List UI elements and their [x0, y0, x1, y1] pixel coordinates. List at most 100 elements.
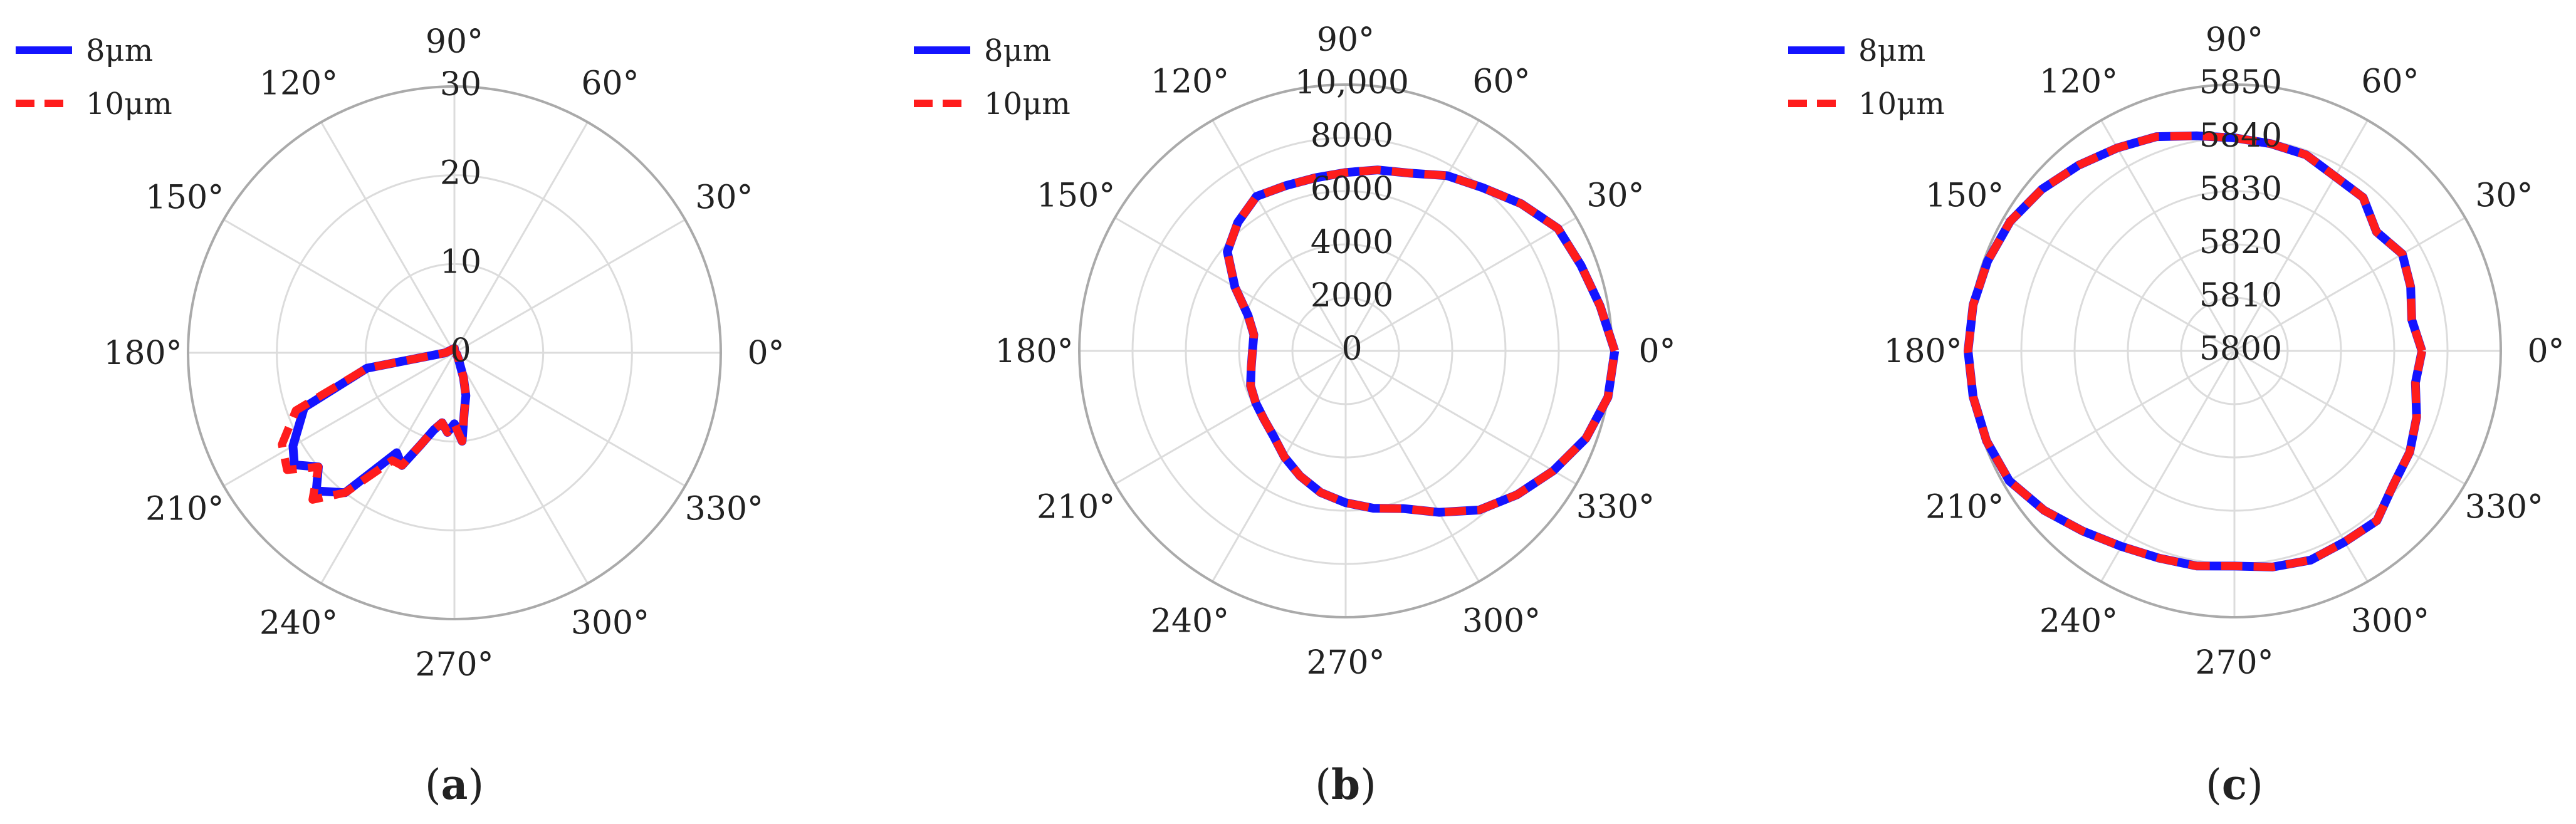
- angle-tick-label: 0°: [1638, 333, 1675, 370]
- grid-spoke: [1114, 350, 1346, 485]
- angle-tick-label: 30°: [1586, 177, 1644, 215]
- radial-tick-label: 8000: [1311, 117, 1393, 155]
- grid-spoke: [320, 352, 456, 584]
- angle-tick-label: 180°: [995, 333, 1073, 370]
- angle-tick-label: 270°: [415, 646, 493, 684]
- angle-tick-label: 180°: [1883, 333, 1962, 370]
- radial-tick-label: 10,000: [1295, 64, 1409, 102]
- angle-tick-label: 300°: [2351, 602, 2429, 640]
- angle-tick-label: 150°: [1037, 177, 1115, 215]
- series-line-1: [1964, 132, 2426, 571]
- angle-tick-label: 60°: [581, 65, 639, 103]
- angle-tick-label: 300°: [1462, 602, 1541, 640]
- radial-tick-label: 0: [1341, 330, 1362, 368]
- radial-tick-label: 30: [440, 66, 481, 103]
- radial-tick-label: 5830: [2199, 170, 2282, 208]
- angle-tick-label: 330°: [685, 491, 763, 528]
- legend-label-0: 8μm: [984, 33, 1051, 68]
- radial-tick-label: 10: [440, 243, 481, 281]
- series-line-1: [278, 344, 470, 504]
- angle-tick-label: 180°: [103, 335, 182, 372]
- grid-spoke: [1212, 120, 1347, 352]
- angle-tick-label: 60°: [1472, 63, 1530, 101]
- legend-label-1: 10μm: [86, 86, 172, 122]
- grid-spoke: [320, 122, 456, 353]
- radial-tick-label: 5840: [2199, 117, 2282, 155]
- polar-chart-a: 01020300°30°60°90°120°150°180°210°240°27…: [16, 23, 785, 809]
- radial-tick-label: 0: [450, 332, 471, 370]
- radial-tick-label: 5810: [2199, 277, 2282, 315]
- grid-ring: [1291, 296, 1400, 405]
- angle-tick-label: 30°: [695, 179, 753, 217]
- legend-label-0: 8μm: [86, 33, 153, 68]
- legend-label-0: 8μm: [1858, 33, 1925, 68]
- radial-tick-label: 5850: [2199, 64, 2282, 102]
- angle-tick-label: 90°: [2206, 21, 2263, 59]
- grid-spoke: [2233, 350, 2369, 582]
- angle-tick-label: 330°: [1576, 489, 1655, 526]
- series-line-1: [1223, 165, 1619, 517]
- grid-spoke: [1344, 120, 1480, 352]
- grid-spoke: [1344, 350, 1480, 582]
- grid-spoke: [2234, 217, 2466, 352]
- radial-tick-label: 5800: [2199, 330, 2282, 368]
- grid-spoke: [2003, 350, 2235, 485]
- angle-tick-label: 270°: [1306, 644, 1385, 682]
- polar-chart-c: 5800 5810 5820 5830 5840 5850 0° 30° 60° 90° 120° 1…: [1788, 21, 2565, 809]
- legend-label-1: 10μm: [984, 86, 1071, 122]
- grid-spoke: [2100, 120, 2236, 352]
- grid-spoke: [223, 219, 455, 354]
- angle-tick-label: 60°: [2361, 63, 2419, 101]
- grid-spoke: [1212, 350, 1347, 582]
- panel-letter: a: [441, 760, 468, 809]
- angle-tick-label: 240°: [259, 604, 338, 642]
- angle-tick-label: 300°: [571, 604, 649, 642]
- angle-tick-label: 210°: [145, 491, 224, 528]
- angle-tick-label: 120°: [2039, 63, 2118, 101]
- grid-spoke: [1345, 217, 1577, 352]
- radial-tick-label: 5820: [2199, 224, 2282, 261]
- grid-ring: [276, 174, 633, 531]
- grid-spoke: [454, 219, 686, 354]
- panel-caption: (c): [2206, 760, 2263, 809]
- grid-spoke: [2234, 350, 2466, 485]
- grid-spoke: [223, 352, 455, 487]
- panel-caption: (b): [1315, 760, 1376, 809]
- radial-tick-label: 20: [440, 155, 481, 192]
- angle-tick-label: 0°: [2527, 333, 2564, 370]
- angle-tick-label: 240°: [1151, 602, 1229, 640]
- panel-letter: b: [1331, 760, 1360, 809]
- grid-spoke: [453, 122, 589, 353]
- grid-ring: [364, 263, 545, 443]
- radial-tick-label: 4000: [1311, 224, 1393, 261]
- angle-tick-label: 210°: [1037, 489, 1115, 526]
- grid-ring: [2073, 190, 2395, 512]
- angle-tick-label: 0°: [747, 335, 784, 372]
- grid-spoke: [454, 352, 686, 487]
- polar-chart-b: 0 2000 4000 6000 8000 10,000 0° 30° 60° 90° 120° 15…: [914, 21, 1676, 809]
- panel-letter: c: [2222, 760, 2247, 809]
- grid-spoke: [2233, 120, 2369, 352]
- grid-ring: [1185, 190, 1507, 512]
- angle-tick-label: 270°: [2195, 644, 2273, 682]
- radial-tick-label: 6000: [1311, 170, 1393, 208]
- angle-tick-label: 30°: [2475, 177, 2533, 215]
- grid-ring: [1238, 243, 1453, 459]
- radial-tick-label: 2000: [1311, 277, 1393, 315]
- panel-caption: (a): [425, 760, 484, 809]
- angle-tick-label: 330°: [2465, 489, 2543, 526]
- angle-tick-label: 120°: [259, 65, 338, 103]
- grid-spoke: [2003, 217, 2235, 352]
- angle-tick-label: 120°: [1151, 63, 1229, 101]
- angle-tick-label: 90°: [426, 23, 483, 61]
- legend-label-1: 10μm: [1858, 86, 1945, 122]
- grid-ring: [1131, 137, 1560, 565]
- grid-ring: [2127, 243, 2342, 459]
- outer-ring: [187, 85, 722, 620]
- angle-tick-label: 240°: [2039, 602, 2118, 640]
- grid-spoke: [453, 352, 589, 584]
- angle-tick-label: 90°: [1317, 21, 1374, 59]
- grid-ring: [2180, 296, 2289, 405]
- angle-tick-label: 210°: [1925, 489, 2004, 526]
- angle-tick-label: 150°: [145, 179, 224, 217]
